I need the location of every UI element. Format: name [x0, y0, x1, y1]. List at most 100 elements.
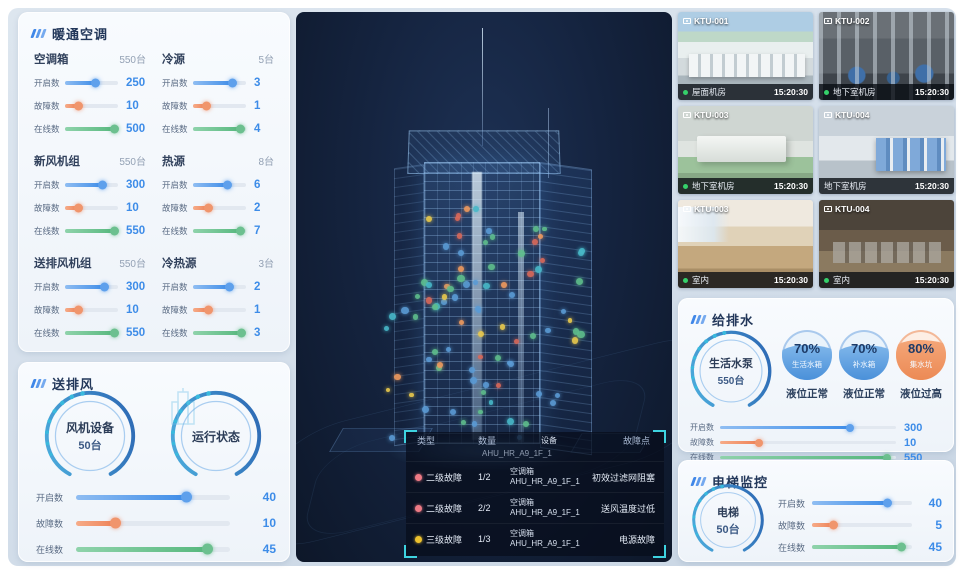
gauge-row: 故障数 10	[34, 196, 146, 219]
gauge-slider[interactable]	[812, 520, 912, 530]
slider-thumb[interactable]	[201, 101, 211, 110]
slider-thumb[interactable]	[110, 517, 122, 529]
fault-count: 1/2	[478, 472, 491, 482]
hvac-group: 送排风机组 550台 开启数 300 故障数 10 在线数 550	[34, 255, 146, 347]
camera-tile[interactable]: KTU-003 室内 15:20:30	[678, 200, 813, 288]
slider-thumb[interactable]	[180, 491, 192, 503]
slider-thumb[interactable]	[202, 543, 214, 555]
status-dot	[518, 250, 525, 257]
status-dot	[523, 421, 530, 427]
camera-tile[interactable]: KTU-001 屋面机房 15:20:30	[678, 12, 813, 100]
gauge-row: 开启数 300	[690, 420, 930, 435]
fault-rows: 二级故障 1/2 空调箱 AHU_HR_A9_1F_1 初效过滤网阻塞 二级故障…	[406, 461, 664, 554]
status-dot	[441, 299, 447, 305]
gauge-slider[interactable]	[65, 226, 119, 235]
status-dot	[501, 282, 507, 288]
slashes-icon	[30, 379, 47, 388]
gauge-slider[interactable]	[193, 305, 246, 314]
slider-thumb[interactable]	[73, 101, 83, 110]
fault-row-clipped: AHU_HR_A9_1F_1	[482, 449, 552, 458]
status-dot	[539, 258, 545, 264]
slider-thumb[interactable]	[754, 438, 763, 447]
slider-thumb[interactable]	[109, 226, 119, 235]
gauge-slider[interactable]	[65, 282, 118, 291]
gauge-slider[interactable]	[65, 124, 119, 133]
slider-thumb[interactable]	[109, 124, 119, 133]
slider-thumb[interactable]	[227, 78, 237, 87]
gauge-slider[interactable]	[193, 101, 246, 110]
gauge-slider[interactable]	[812, 498, 912, 508]
slider-thumb[interactable]	[846, 423, 855, 432]
camera-tile[interactable]: KTU-002 地下室机房 15:20:30	[819, 12, 954, 100]
slider-thumb[interactable]	[100, 282, 110, 291]
slider-thumb[interactable]	[883, 453, 892, 462]
status-dot	[471, 421, 478, 427]
gauge-value: 7	[254, 224, 261, 237]
gauge-row: 开启数 6	[162, 173, 274, 196]
slider-thumb[interactable]	[90, 78, 100, 87]
camera-tile[interactable]: KTU-003 地下室机房 15:20:30	[678, 106, 813, 194]
gauge-slider[interactable]	[193, 226, 246, 235]
gauge-slider[interactable]	[65, 203, 118, 212]
slider-thumb[interactable]	[203, 305, 213, 314]
slider-thumb[interactable]	[109, 328, 119, 337]
building-visualization: 类型 数量 设备 故障点 AHU_HR_A9_1F_1 二级故障 1/2 空调箱…	[296, 12, 672, 562]
camera-time: 15:20:30	[773, 275, 808, 285]
status-dot	[483, 282, 490, 290]
slider-thumb[interactable]	[883, 498, 892, 508]
gauge-slider[interactable]	[76, 543, 230, 555]
gauge-slider[interactable]	[76, 491, 230, 503]
slider-thumb[interactable]	[236, 328, 246, 337]
gauge-slider[interactable]	[193, 282, 246, 291]
gauge-row: 开启数 40	[778, 492, 942, 514]
gauge-slider[interactable]	[193, 180, 246, 189]
fault-table-row[interactable]: 三级故障 1/3 空调箱 AHU_HR_A9_1F_1 电源故障	[406, 523, 664, 554]
status-dot	[507, 418, 515, 426]
gauge-slider[interactable]	[720, 423, 896, 432]
col-header: 数量	[478, 436, 497, 446]
ring-chart	[690, 330, 772, 412]
status-dot	[527, 270, 534, 278]
status-dot	[495, 355, 502, 362]
gauge-slider[interactable]	[720, 438, 896, 447]
status-dot	[567, 318, 573, 324]
hvac-groups-grid: 空调箱 550台 开启数 250 故障数 10 在线数 500 冷源 5台 开启…	[18, 47, 290, 347]
gauge-slider[interactable]	[65, 101, 118, 110]
gauge-slider[interactable]	[65, 180, 118, 189]
group-count: 550台	[119, 157, 146, 168]
gauge-slider[interactable]	[193, 124, 246, 133]
slider-thumb[interactable]	[235, 124, 245, 133]
slider-thumb[interactable]	[829, 520, 838, 530]
slider-thumb[interactable]	[897, 542, 906, 552]
slider-thumb[interactable]	[73, 203, 83, 212]
slider-thumb[interactable]	[203, 203, 213, 212]
gauge-slider[interactable]	[65, 78, 118, 87]
slider-thumb[interactable]	[73, 305, 83, 314]
gauge-slider[interactable]	[193, 203, 246, 212]
gauge-slider[interactable]	[193, 78, 246, 87]
water-tanks: 70% 生活水箱 液位正常 70% 补水箱 液位正常 80% 集水坑 液位过高	[780, 330, 948, 401]
slider-thumb[interactable]	[225, 282, 235, 291]
camera-tile[interactable]: KTU-004 室内 15:20:30	[819, 200, 954, 288]
hvac-group: 热源 8台 开启数 6 故障数 2 在线数 7	[162, 153, 274, 245]
status-dot	[456, 213, 462, 219]
status-dot	[384, 325, 390, 331]
slider-thumb[interactable]	[98, 180, 108, 189]
gauge-slider[interactable]	[65, 328, 119, 337]
gauge-slider[interactable]	[720, 453, 896, 462]
slider-thumb[interactable]	[222, 180, 232, 189]
gauge-slider[interactable]	[193, 328, 246, 337]
gauge-slider[interactable]	[65, 305, 118, 314]
camera-icon	[824, 112, 832, 118]
status-dot	[531, 239, 538, 246]
gauge-row: 在线数 550	[34, 219, 146, 242]
gauge-slider[interactable]	[812, 542, 912, 552]
dashboard-background: 暖通空调 空调箱 550台 开启数 250 故障数 10 在线数 500 冷源 …	[8, 8, 956, 566]
gauge-slider[interactable]	[76, 517, 230, 529]
gauge-value: 2	[254, 280, 261, 293]
camera-tile[interactable]: KTU-004 地下室机房 15:20:30	[819, 106, 954, 194]
fault-table-row[interactable]: 二级故障 2/2 空调箱 AHU_HR_A9_1F_1 送风温度过低	[406, 492, 664, 523]
hvac-group: 冷热源 3台 开启数 2 故障数 1 在线数 3	[162, 255, 274, 347]
fault-table-row[interactable]: 二级故障 1/2 空调箱 AHU_HR_A9_1F_1 初效过滤网阻塞	[406, 461, 664, 492]
slider-thumb[interactable]	[235, 226, 245, 235]
